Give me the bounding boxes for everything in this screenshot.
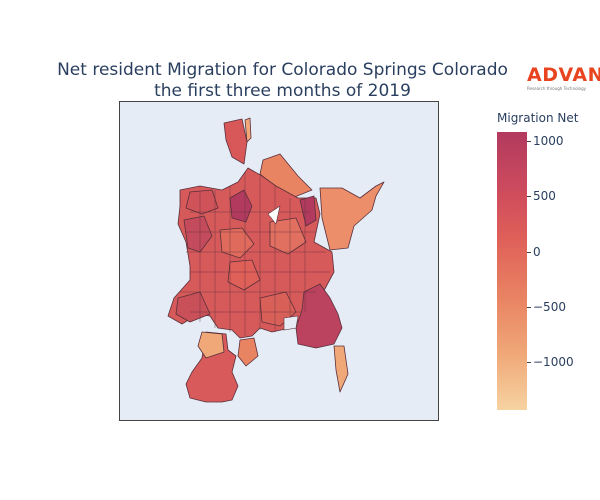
title-line-2: the first three months of 2019: [154, 81, 411, 101]
tract-south-pale: [197, 331, 225, 359]
colorbar-tick-mark: [527, 362, 531, 363]
colorbar-tick-mark: [527, 196, 531, 197]
tract-center-south: [227, 259, 261, 291]
colorbar-tick-mark: [527, 141, 531, 142]
logo-wordmark: ADVAN: [527, 64, 600, 86]
colorbar-tick-mark: [527, 307, 531, 308]
colorbar-title: Migration Net: [497, 111, 579, 125]
tract-center: [219, 227, 255, 259]
tract-southeast-tail: [333, 345, 349, 393]
title-line-1: Net resident Migration for Colorado Spri…: [57, 60, 508, 80]
tract-southeast: [295, 283, 343, 349]
tract-hole-2: [283, 315, 299, 331]
logo-tagline: Research through Technology: [527, 86, 587, 91]
tract-north-detached: [223, 118, 248, 165]
chart-title: Net resident Migration for Colorado Spri…: [0, 60, 565, 102]
colorbar-tick-label: 1000: [533, 134, 564, 148]
colorbar-tick-label: −1000: [533, 355, 574, 369]
colorbar-tick-label: 0: [533, 245, 541, 259]
tract-north-center-dark: [229, 189, 253, 223]
colorbar-tick-label: 500: [533, 189, 556, 203]
advan-logo: ADVAN Research through Technology: [527, 64, 600, 92]
tract-east-wedge: [319, 181, 385, 251]
tract-north-strip: [244, 117, 252, 143]
tract-east-center: [269, 217, 307, 255]
choropleth-map: [167, 117, 385, 403]
tract-west: [183, 215, 213, 253]
colorbar: [497, 132, 527, 410]
tract-south-extension: [185, 331, 239, 403]
tract-northwest: [185, 189, 219, 215]
colorbar-tick-mark: [527, 252, 531, 253]
map-panel[interactable]: [119, 101, 439, 421]
tract-northeast-dark: [299, 195, 317, 227]
tract-far-south: [237, 337, 259, 367]
colorbar-tick-label: −500: [533, 300, 566, 314]
tract-hole-1: [267, 205, 281, 225]
